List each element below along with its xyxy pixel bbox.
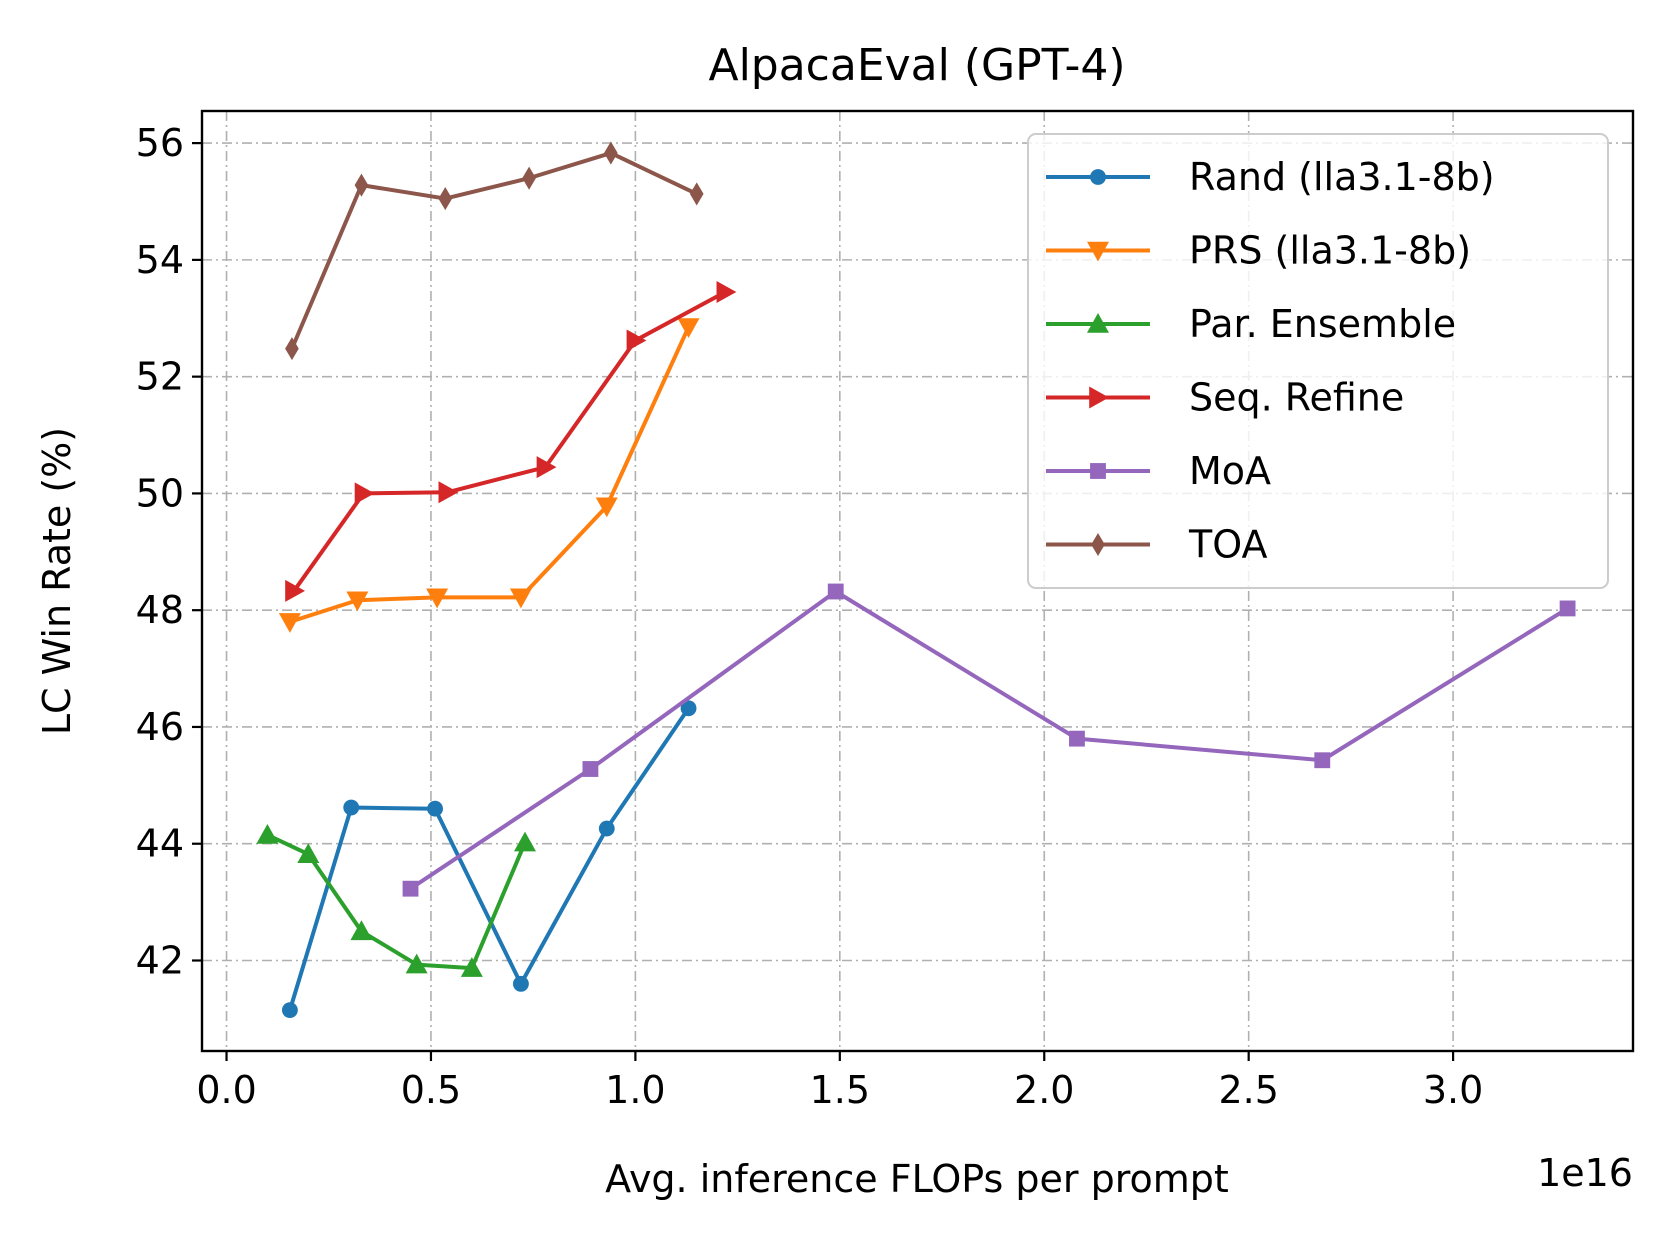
data-point-moa xyxy=(1559,600,1576,617)
legend-marker-rand-lla3-1-8b xyxy=(1090,169,1106,185)
x-tick-label: 2.0 xyxy=(1014,1068,1074,1112)
y-tick-label: 44 xyxy=(136,822,184,866)
legend-label-toa: TOA xyxy=(1188,523,1267,567)
y-axis-ticks: 42 44 46 48 50 52 54 56 xyxy=(136,121,202,983)
legend-item-seq-refine: Seq. Refine xyxy=(1046,376,1404,420)
data-point-toa xyxy=(604,141,618,165)
x-tick-label: 0.5 xyxy=(401,1068,461,1112)
data-point-par-ensemble xyxy=(513,831,536,852)
legend-marker-toa xyxy=(1091,532,1105,557)
legend-label-par-ensemble: Par. Ensemble xyxy=(1189,302,1456,346)
legend-item-par-ensemble: Par. Ensemble xyxy=(1046,302,1456,346)
grid xyxy=(202,111,1633,1051)
data-point-rand-lla3-1-8b xyxy=(512,975,529,992)
x-tick-label: 1.5 xyxy=(810,1068,870,1112)
data-point-toa xyxy=(522,166,536,190)
legend-item-toa: TOA xyxy=(1046,523,1267,567)
data-point-seq-refine xyxy=(716,280,737,303)
legend-marker-par-ensemble xyxy=(1087,313,1109,333)
legend-item-prs-lla3-1-8b: PRS (lla3.1-8b) xyxy=(1046,229,1471,273)
y-tick-label: 54 xyxy=(136,238,184,282)
data-point-toa xyxy=(689,182,704,206)
series-line-prs-lla3-1-8b xyxy=(289,326,691,624)
legend-item-rand-lla3-1-8b: Rand (lla3.1-8b) xyxy=(1046,155,1495,199)
data-point-par-ensemble xyxy=(405,953,428,974)
x-tick-label: 0.0 xyxy=(196,1068,256,1112)
legend-item-moa: MoA xyxy=(1046,449,1271,493)
data-point-prs-lla3-1-8b xyxy=(677,318,700,339)
data-point-rand-lla3-1-8b xyxy=(680,700,697,717)
data-point-par-ensemble xyxy=(256,823,279,844)
x-axis-label: Avg. inference FLOPs per prompt xyxy=(605,1157,1229,1201)
data-point-prs-lla3-1-8b xyxy=(595,497,618,518)
series-rand-lla3-1-8b xyxy=(281,700,697,1019)
data-point-moa xyxy=(1069,730,1085,747)
data-point-par-ensemble xyxy=(350,920,373,941)
data-point-seq-refine xyxy=(536,456,557,479)
data-point-toa xyxy=(438,187,453,211)
chart-title: AlpacaEval (GPT-4) xyxy=(708,40,1125,91)
series-line-par-ensemble xyxy=(266,833,527,971)
data-point-prs-lla3-1-8b xyxy=(426,588,449,609)
series-prs-lla3-1-8b xyxy=(278,318,700,633)
legend-box xyxy=(1027,133,1609,589)
data-point-prs-lla3-1-8b xyxy=(509,588,532,609)
series-line-toa xyxy=(290,151,698,350)
data-point-toa xyxy=(285,337,299,361)
y-tick-label: 48 xyxy=(136,588,184,632)
data-point-seq-refine xyxy=(354,482,375,505)
series-toa xyxy=(285,141,704,361)
x-tick-label: 1.0 xyxy=(605,1068,665,1112)
x-offset-text: 1e16 xyxy=(1537,1151,1633,1195)
legend-label-prs-lla3-1-8b: PRS (lla3.1-8b) xyxy=(1189,229,1471,273)
series-line-rand-lla3-1-8b xyxy=(287,707,691,1011)
data-point-toa xyxy=(354,173,369,197)
x-axis-ticks: 0.0 0.5 1.0 1.5 2.0 2.5 3.0 xyxy=(196,1051,1483,1112)
series-moa xyxy=(402,583,1576,897)
data-point-seq-refine xyxy=(285,579,305,602)
data-point-rand-lla3-1-8b xyxy=(598,820,615,837)
data-point-par-ensemble xyxy=(460,957,483,977)
data-point-prs-lla3-1-8b xyxy=(278,613,301,633)
legend-label-seq-refine: Seq. Refine xyxy=(1189,376,1404,420)
data-point-moa xyxy=(1314,752,1331,769)
y-tick-label: 50 xyxy=(136,471,184,515)
plot-series xyxy=(256,141,1576,1019)
series-par-ensemble xyxy=(256,823,536,977)
data-point-moa xyxy=(402,880,419,897)
data-point-seq-refine xyxy=(438,481,459,504)
legend-marker-prs-lla3-1-8b xyxy=(1087,241,1109,262)
data-point-rand-lla3-1-8b xyxy=(343,799,360,816)
data-point-prs-lla3-1-8b xyxy=(346,591,369,612)
y-tick-label: 42 xyxy=(136,939,184,983)
legend-marker-seq-refine xyxy=(1089,386,1109,409)
data-point-rand-lla3-1-8b xyxy=(427,800,443,817)
data-point-par-ensemble xyxy=(297,843,320,864)
data-point-rand-lla3-1-8b xyxy=(281,1002,298,1019)
legend-label-moa: MoA xyxy=(1189,449,1271,493)
legend-label-rand-lla3-1-8b: Rand (lla3.1-8b) xyxy=(1189,155,1495,199)
x-tick-label: 2.5 xyxy=(1218,1068,1278,1112)
data-point-moa xyxy=(827,583,844,600)
series-line-seq-refine xyxy=(292,290,727,593)
y-tick-label: 56 xyxy=(136,121,184,165)
legend-marker-moa xyxy=(1090,463,1106,479)
data-point-seq-refine xyxy=(626,329,647,352)
series-seq-refine xyxy=(285,280,737,602)
data-point-moa xyxy=(582,761,599,777)
y-axis-label: LC Win Rate (%) xyxy=(35,427,79,735)
axes-frame xyxy=(200,109,1635,1053)
series-line-moa xyxy=(409,589,1569,891)
y-tick-label: 46 xyxy=(136,705,184,749)
y-tick-label: 52 xyxy=(136,355,184,399)
x-tick-label: 3.0 xyxy=(1423,1068,1483,1112)
legend: Rand (lla3.1-8b) PRS (lla3.1-8b) Par. Ense… xyxy=(1027,133,1609,589)
